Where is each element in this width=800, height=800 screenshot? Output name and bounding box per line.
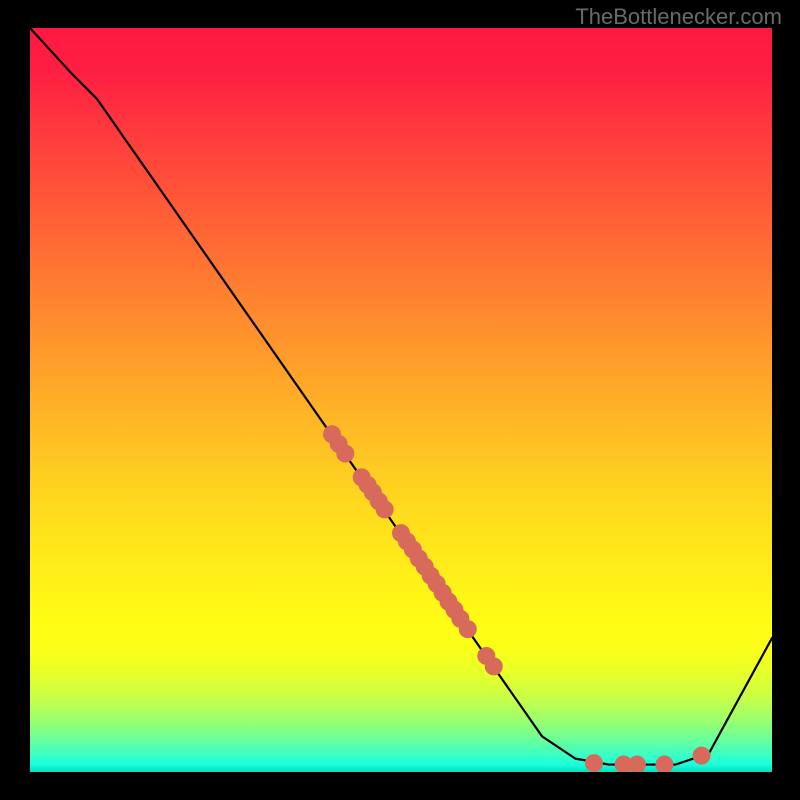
chart-marker (628, 756, 645, 772)
chart-marker (459, 621, 476, 638)
chart-markers-group (323, 426, 710, 772)
chart-marker (376, 501, 393, 518)
chart-overlay-svg (30, 28, 772, 772)
chart-marker (585, 755, 602, 772)
canvas-frame: TheBottlenecker.com (0, 0, 800, 800)
attribution-label: TheBottlenecker.com (575, 4, 782, 30)
chart-marker (693, 747, 710, 764)
chart-curve (30, 28, 772, 765)
chart-plot-area (30, 28, 772, 772)
chart-marker (485, 658, 502, 675)
chart-marker (656, 756, 673, 772)
chart-marker (337, 445, 354, 462)
